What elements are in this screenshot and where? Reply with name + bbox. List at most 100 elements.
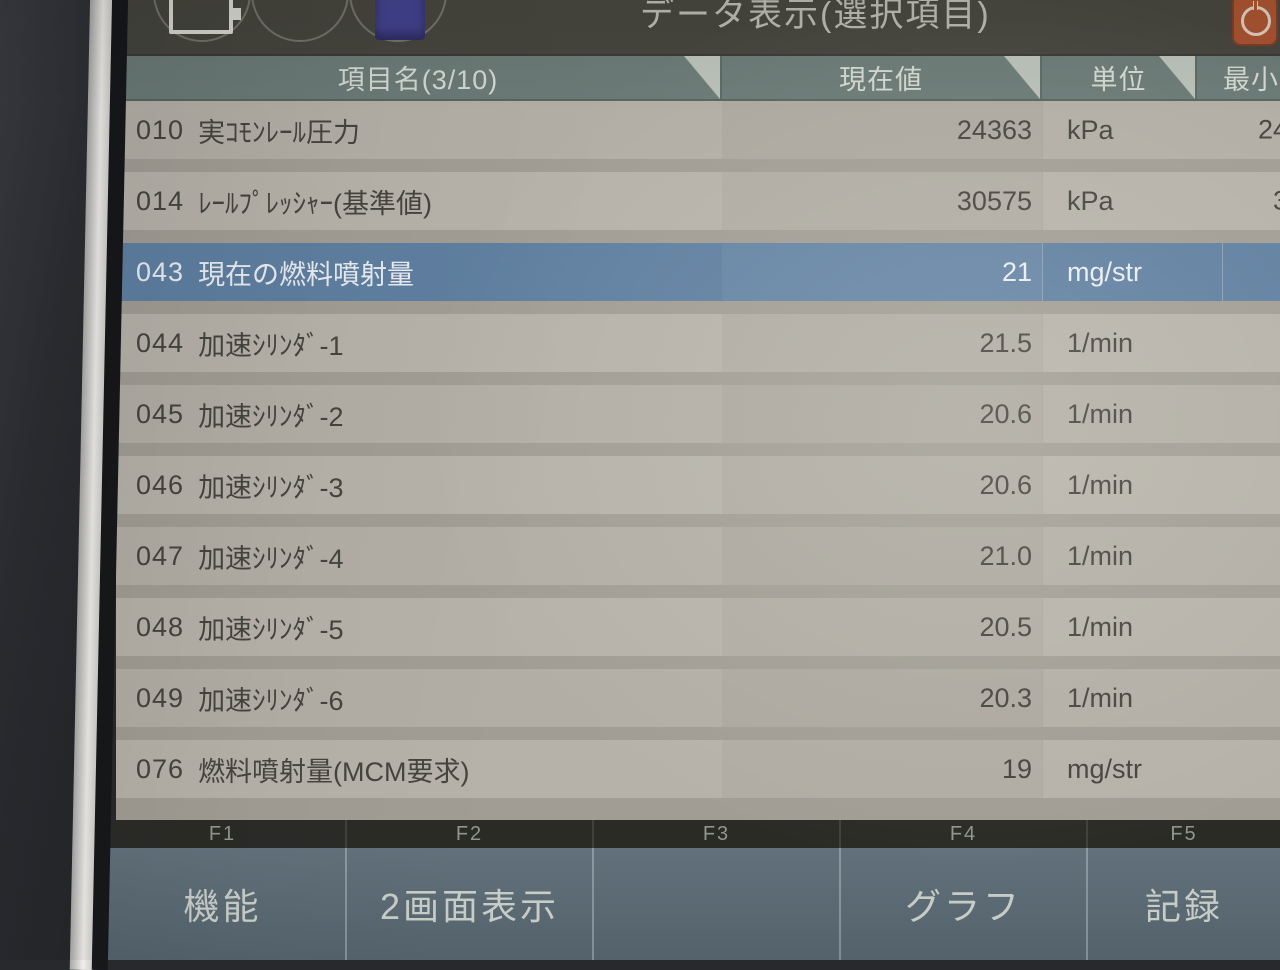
function-key-bar: F1 機能 F2 2画面表示 F3 F4 グラフ F5 記録 [98, 820, 1280, 960]
row-item-cell: 046 加速ｼﾘﾝﾀﾞ-3 [116, 456, 722, 514]
row-item-cell: 045 加速ｼﾘﾝﾀﾞ-2 [116, 385, 722, 443]
function-key-f2[interactable]: F2 2画面表示 [345, 820, 592, 960]
table-row[interactable]: 076 燃料噴射量(MCM要求) 19 mg/str [116, 740, 1280, 798]
row-item-cell: 043 現在の燃料噴射量 [116, 243, 722, 301]
row-min-cell [1222, 740, 1280, 798]
data-row-list: 010 実ｺﾓﾝﾚｰﾙ圧力 24363 kPa 24 014 ﾚｰﾙﾌﾟﾚｯｼｬ… [116, 101, 1280, 811]
row-item-cell: 049 加速ｼﾘﾝﾀﾞ-6 [116, 669, 722, 727]
row-item-cell: 047 加速ｼﾘﾝﾀﾞ-4 [116, 527, 722, 585]
row-id: 044 [136, 327, 185, 358]
row-item-cell: 010 実ｺﾓﾝﾚｰﾙ圧力 [116, 101, 722, 159]
function-key-label [592, 848, 839, 960]
function-key-number: F5 [1086, 820, 1280, 848]
function-key-number: F1 [98, 820, 345, 848]
row-current-value: 20.5 [722, 598, 1042, 656]
table-row[interactable]: 045 加速ｼﾘﾝﾀﾞ-2 20.6 1/min [116, 385, 1280, 443]
row-id: 045 [136, 398, 185, 429]
row-id: 049 [136, 682, 185, 713]
row-item-name: 実ｺﾓﾝﾚｰﾙ圧力 [198, 117, 361, 148]
row-min-cell [1222, 385, 1280, 443]
row-item-name: 燃料噴射量(MCM要求) [198, 756, 470, 787]
row-current-value: 21 [722, 243, 1042, 301]
row-unit: 1/min [1042, 527, 1222, 585]
row-min-value: 3 [1273, 186, 1280, 217]
column-header-item-name: 項目名(3/10) [116, 56, 722, 99]
row-unit: 1/min [1042, 456, 1222, 514]
row-item-name: 加速ｼﾘﾝﾀﾞ-2 [198, 401, 344, 432]
row-item-cell: 044 加速ｼﾘﾝﾀﾞ-1 [116, 314, 722, 372]
table-row[interactable]: 014 ﾚｰﾙﾌﾟﾚｯｼｬｰ(基準値) 30575 kPa 3 [116, 172, 1280, 230]
header-notch [684, 56, 720, 99]
row-current-value: 19 [722, 740, 1042, 798]
row-item-name: 加速ｼﾘﾝﾀﾞ-5 [198, 614, 344, 645]
function-key-number: F4 [839, 820, 1086, 848]
row-current-value: 20.6 [722, 456, 1042, 514]
row-item-cell: 014 ﾚｰﾙﾌﾟﾚｯｼｬｰ(基準値) [116, 172, 722, 230]
function-key-label: 記録 [1086, 848, 1280, 960]
function-key-f3[interactable]: F3 [592, 820, 839, 960]
row-unit: mg/str [1042, 243, 1222, 301]
row-item-name: 現在の燃料噴射量 [198, 259, 415, 290]
app-button[interactable] [349, 0, 447, 42]
row-min-cell: 24 [1222, 101, 1280, 159]
middle-round-button[interactable] [251, 0, 349, 42]
row-min-cell [1222, 314, 1280, 372]
table-row[interactable]: 048 加速ｼﾘﾝﾀﾞ-5 20.5 1/min [116, 598, 1280, 656]
row-item-name: 加速ｼﾘﾝﾀﾞ-4 [198, 543, 344, 574]
header-notch [1004, 56, 1040, 99]
table-row[interactable]: 043 現在の燃料噴射量 21 mg/str [116, 243, 1280, 301]
function-key-number: F2 [345, 820, 592, 848]
function-key-label: グラフ [839, 848, 1086, 960]
row-current-value: 20.6 [722, 385, 1042, 443]
column-header-label: 単位 [1090, 65, 1147, 95]
row-min-cell [1222, 456, 1280, 514]
row-id: 047 [136, 540, 185, 571]
top-bar: データ表示(選択項目) [116, 0, 1280, 54]
row-id: 048 [136, 611, 185, 642]
row-min-cell [1222, 243, 1280, 301]
row-item-name: 加速ｼﾘﾝﾀﾞ-1 [198, 330, 344, 361]
function-key-number: F3 [592, 820, 839, 848]
row-current-value: 20.3 [722, 669, 1042, 727]
column-header-current-value: 現在値 [722, 56, 1042, 99]
row-id: 014 [136, 185, 185, 216]
row-current-value: 24363 [722, 101, 1042, 159]
function-key-f1[interactable]: F1 機能 [98, 820, 345, 960]
card-button[interactable] [153, 0, 251, 42]
function-key-f4[interactable]: F4 グラフ [839, 820, 1086, 960]
function-key-label: 機能 [98, 848, 345, 960]
column-header-min: 最小 [1197, 56, 1280, 99]
row-unit: 1/min [1042, 314, 1222, 372]
table-row[interactable]: 044 加速ｼﾘﾝﾀﾞ-1 21.5 1/min [116, 314, 1280, 372]
row-item-name: 加速ｼﾘﾝﾀﾞ-3 [198, 472, 344, 503]
row-id: 046 [136, 469, 185, 500]
table-row[interactable]: 010 実ｺﾓﾝﾚｰﾙ圧力 24363 kPa 24 [116, 101, 1280, 159]
row-unit: kPa [1042, 101, 1222, 159]
table-row[interactable]: 047 加速ｼﾘﾝﾀﾞ-4 21.0 1/min [116, 527, 1280, 585]
row-unit: mg/str [1042, 740, 1222, 798]
card-outline-icon [169, 0, 241, 34]
row-unit: kPa [1042, 172, 1222, 230]
row-current-value: 21.0 [722, 527, 1042, 585]
column-header-label: 最小 [1223, 65, 1279, 95]
row-id: 076 [136, 753, 185, 784]
row-item-name: ﾚｰﾙﾌﾟﾚｯｼｬｰ(基準値) [198, 188, 433, 219]
row-unit: 1/min [1042, 385, 1222, 443]
page-title: データ表示(選択項目) [640, 0, 991, 34]
power-button[interactable] [1232, 0, 1278, 46]
row-item-cell: 076 燃料噴射量(MCM要求) [116, 740, 722, 798]
table-header: 項目名(3/10) 現在値 単位 最小 [116, 54, 1280, 101]
power-icon [1241, 1, 1271, 36]
column-header-label: 現在値 [839, 65, 923, 95]
row-min-cell [1222, 669, 1280, 727]
header-notch [1159, 56, 1195, 99]
blue-square-icon [375, 0, 425, 40]
scan-tool-screen: データ表示(選択項目) 項目名(3/10) 現在値 単位 最小 [98, 0, 1280, 960]
function-key-f5[interactable]: F5 記録 [1086, 820, 1280, 960]
function-key-label: 2画面表示 [345, 848, 592, 960]
table-row[interactable]: 046 加速ｼﾘﾝﾀﾞ-3 20.6 1/min [116, 456, 1280, 514]
table-row[interactable]: 049 加速ｼﾘﾝﾀﾞ-6 20.3 1/min [116, 669, 1280, 727]
row-current-value: 21.5 [722, 314, 1042, 372]
row-id: 010 [136, 114, 185, 145]
